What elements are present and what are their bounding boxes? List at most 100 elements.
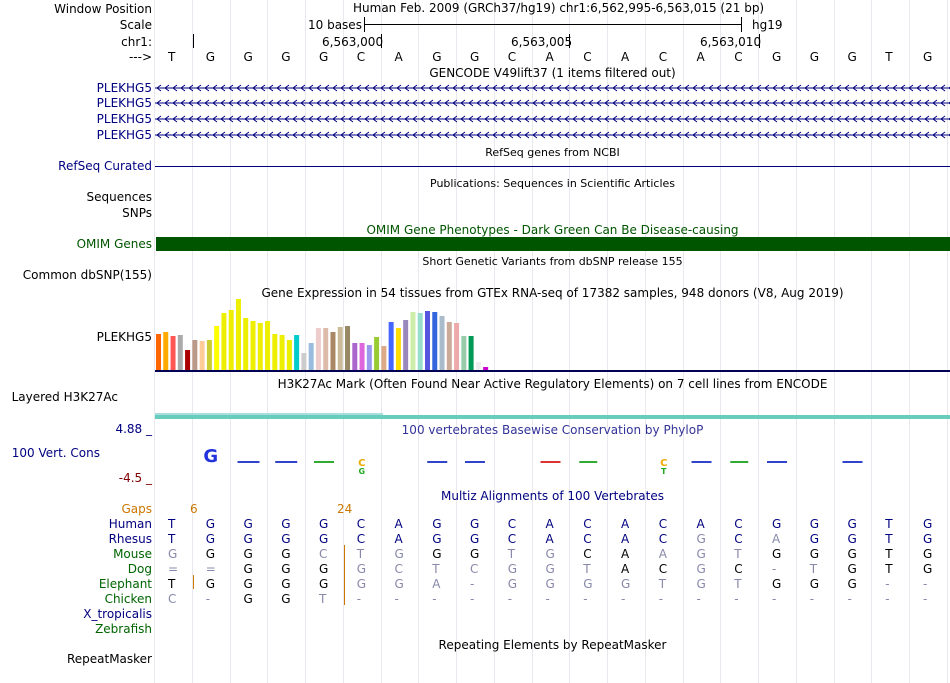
gtex-tissue-bar[interactable] <box>156 334 161 370</box>
gtex-tissue-bar[interactable] <box>177 335 183 370</box>
alignment-base: T <box>885 547 893 561</box>
sequences-label[interactable]: Sequences <box>86 190 152 204</box>
gencode-transcript-line[interactable] <box>155 114 950 124</box>
gtex-tissue-bar[interactable] <box>214 326 220 370</box>
gap-count-2: 24 <box>337 502 353 516</box>
gencode-transcript-line[interactable] <box>155 98 950 108</box>
gtex-tissue-bar[interactable] <box>272 334 278 370</box>
gtex-tissue-bar[interactable] <box>330 332 336 370</box>
gtex-tissue-bar[interactable] <box>294 335 300 370</box>
gtex-tissue-bar[interactable] <box>410 312 416 370</box>
gtex-tissue-bar[interactable] <box>432 312 438 370</box>
gtex-tissue-bar[interactable] <box>170 336 176 370</box>
gtex-tissue-bar[interactable] <box>374 337 380 370</box>
base-letter: A <box>545 50 554 64</box>
gtex-tissue-bar[interactable] <box>206 340 212 370</box>
gtex-tissue-bar[interactable] <box>454 323 460 370</box>
refseq-line[interactable] <box>155 166 950 167</box>
alignment-base: - <box>545 592 550 606</box>
alignment-base: G <box>319 562 329 576</box>
gencode-transcript-line[interactable] <box>155 83 950 93</box>
gtex-tissue-bar[interactable] <box>235 299 241 370</box>
phylop-bar <box>237 461 260 463</box>
gtex-tissue-bar[interactable] <box>243 318 249 370</box>
gtex-tissue-bar[interactable] <box>352 343 358 370</box>
gtex-tissue-bar[interactable] <box>185 350 191 370</box>
alignment-base: - <box>885 577 890 591</box>
gtex-tissue-bar[interactable] <box>395 328 401 370</box>
gene-label-3[interactable]: PLEKHG5 <box>96 112 152 126</box>
base-letter: G <box>470 50 480 64</box>
gtex-gene-label[interactable]: PLEKHG5 <box>96 330 152 344</box>
gtex-tissue-bar[interactable] <box>345 326 351 370</box>
layered-h3k27ac-label[interactable]: Layered H3K27Ac <box>11 390 118 404</box>
gtex-tissue-bar[interactable] <box>250 321 256 370</box>
gtex-tissue-bar[interactable] <box>403 320 409 370</box>
alignment-base: G <box>243 532 253 546</box>
repeatmasker-label[interactable]: RepeatMasker <box>66 652 152 666</box>
gtex-tissue-bar[interactable] <box>446 322 452 370</box>
gtex-tissue-bar[interactable] <box>337 327 343 370</box>
omim-label[interactable]: OMIM Genes <box>76 237 152 251</box>
gene-label-2[interactable]: PLEKHG5 <box>96 96 152 110</box>
scale-bases-text: 10 bases <box>308 18 362 32</box>
gtex-tissue-bar[interactable] <box>265 321 271 370</box>
alignment-base: - <box>923 592 928 606</box>
gtex-tissue-bar[interactable] <box>461 336 467 370</box>
gtex-tissue-bar[interactable] <box>417 313 423 370</box>
alignment-base: A <box>658 547 667 561</box>
alignment-base: C <box>658 562 668 576</box>
gtex-tissue-bar[interactable] <box>381 346 387 370</box>
gtex-tissue-bar[interactable] <box>366 345 372 370</box>
gtex-tissue-bar[interactable] <box>424 311 430 370</box>
gtex-tissue-bar[interactable] <box>315 328 321 370</box>
gtex-tissue-bar[interactable] <box>323 328 329 370</box>
phylop-glyph: C <box>358 458 365 469</box>
alignment-base: A <box>545 517 554 531</box>
alignment-base: C <box>319 547 328 561</box>
gtex-tissue-bar[interactable] <box>221 313 227 370</box>
gtex-tissue-bar[interactable] <box>483 367 489 370</box>
alignment-base: - <box>621 592 626 606</box>
gtex-tissue-bar[interactable] <box>359 343 365 370</box>
cons-label[interactable]: 100 Vert. Cons <box>11 446 100 460</box>
gtex-tissue-bar[interactable] <box>192 340 198 370</box>
alignment-base: - <box>507 592 513 606</box>
phylop-glyph: C <box>660 458 667 469</box>
gtex-tissue-bar[interactable] <box>301 353 307 370</box>
alignment-base: G <box>772 547 782 561</box>
track-area[interactable]: Human Feb. 2009 (GRCh37/hg19) chr1:6,562… <box>154 0 950 683</box>
gencode-transcript-line[interactable] <box>155 130 950 140</box>
gtex-tissue-bar[interactable] <box>279 335 285 370</box>
gtex-tissue-bar[interactable] <box>439 316 445 370</box>
gtex-tissue-bar[interactable] <box>308 343 314 370</box>
gtex-tissue-bar[interactable] <box>475 362 481 370</box>
gtex-tissue-bar[interactable] <box>388 322 394 370</box>
alignment-base: G <box>281 532 291 546</box>
common-dbsnp-label[interactable]: Common dbSNP(155) <box>22 268 152 282</box>
gtex-tissue-bar[interactable] <box>468 336 474 370</box>
alignment-base: G <box>243 592 253 606</box>
gene-label-1[interactable]: PLEKHG5 <box>96 81 152 95</box>
gridline <box>154 0 156 683</box>
gtex-tissue-bar[interactable] <box>286 340 292 370</box>
omim-bar[interactable] <box>156 237 950 251</box>
alignment-base: A <box>621 547 630 561</box>
gtex-tissue-bar[interactable] <box>163 332 169 370</box>
alignment-base: T <box>583 562 591 576</box>
alignment-base: - <box>772 592 777 606</box>
gtex-tissue-bar[interactable] <box>199 341 205 370</box>
alignment-base: T <box>809 562 818 576</box>
alignment-base: G <box>281 562 291 576</box>
alignment-base: C <box>658 532 668 546</box>
refseq-label[interactable]: RefSeq Curated <box>58 159 152 173</box>
gtex-tissue-bar[interactable] <box>228 310 234 370</box>
insertion-marker-2 <box>344 545 345 605</box>
gene-label-4[interactable]: PLEKHG5 <box>96 128 152 142</box>
chr-label: chr1: <box>121 35 152 49</box>
alignment-base: G <box>470 547 480 561</box>
gtex-tissue-bar[interactable] <box>257 323 263 370</box>
gridline <box>644 0 646 683</box>
gtex-bar-chart[interactable] <box>155 296 950 376</box>
snps-label[interactable]: SNPs <box>122 206 152 220</box>
